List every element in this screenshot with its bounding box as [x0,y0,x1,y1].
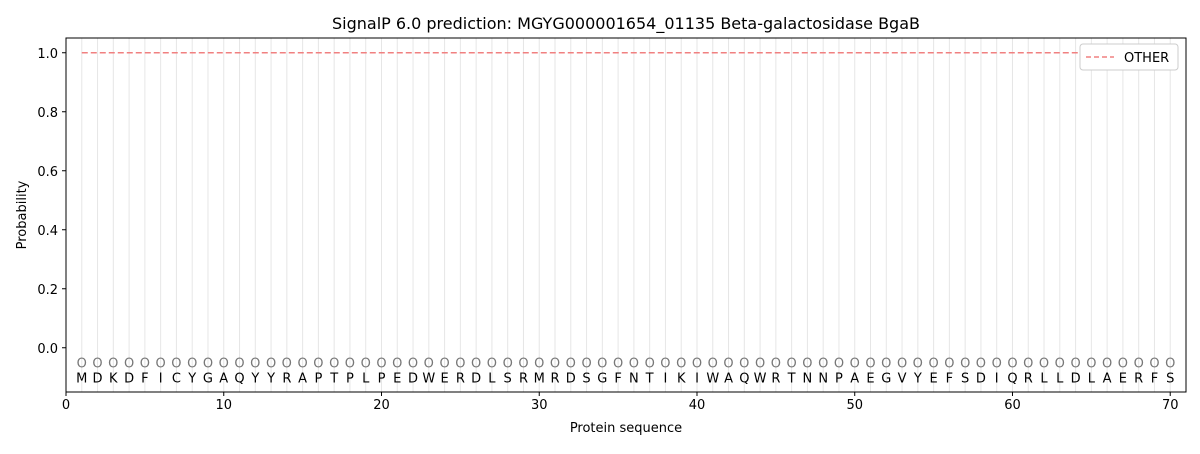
x-tick-label: 30 [531,398,548,413]
residue-label: M [76,371,87,386]
residue-label: I [664,371,668,386]
legend-label-other: OTHER [1124,51,1169,66]
residue-label: R [771,371,780,386]
legend: OTHER [1079,43,1179,71]
residue-label: P [346,371,354,386]
y-axis-label: Probability [15,180,30,249]
residue-label: W [754,371,767,386]
residue-label: A [1103,371,1112,386]
residue-label: G [881,371,891,386]
legend-box [1079,43,1179,71]
residue-label: R [282,371,291,386]
residue-label: E [393,371,401,386]
y-tick-label: 0.0 [37,342,58,357]
residue-label: A [850,371,859,386]
y-tick-label: 0.8 [37,106,58,121]
residue-label: I [995,371,999,386]
residue-label: I [695,371,699,386]
x-tick-label: 70 [1162,398,1179,413]
residue-label: Q [1007,371,1017,386]
residue-label: W [706,371,719,386]
y-tick-label: 0.4 [37,224,58,239]
residue-label: L [1056,371,1064,386]
y-tick-label: 0.2 [37,283,58,298]
residue-label: P [378,371,386,386]
residue-label: K [109,371,118,386]
residue-label: Y [250,371,259,386]
residue-label: Q [739,371,749,386]
residue-label: A [298,371,307,386]
residue-label: R [550,371,559,386]
residue-label: W [422,371,435,386]
residue-label: N [629,371,639,386]
residue-label: Y [187,371,196,386]
residue-label: R [519,371,528,386]
x-tick-label: 10 [215,398,232,413]
residue-label: G [597,371,607,386]
y-tick-label: 0.6 [37,165,58,180]
residue-label: S [582,371,590,386]
residue-label: E [440,371,448,386]
x-tick-label: 60 [1004,398,1021,413]
residue-label: E [1119,371,1127,386]
x-tick-label: 0 [62,398,70,413]
residue-label: R [456,371,465,386]
residue-label: N [803,371,813,386]
residue-label: S [961,371,969,386]
x-axis-label: Protein sequence [570,421,682,436]
residue-label: E [866,371,874,386]
residue-label: L [1088,371,1096,386]
residue-label: M [534,371,545,386]
residue-label: T [787,371,796,386]
residue-label: D [1071,371,1081,386]
axes-frame [65,37,1187,393]
residue-label: F [1151,371,1158,386]
residue-label: Y [913,371,922,386]
residue-label: T [329,371,338,386]
residue-label: D [566,371,576,386]
x-tick-label: 50 [846,398,863,413]
residue-label: T [645,371,654,386]
x-tick-label: 20 [373,398,390,413]
residue-label: G [203,371,213,386]
residue-label: D [471,371,481,386]
residue-label: D [93,371,103,386]
residue-label: D [408,371,418,386]
residue-label: F [141,371,148,386]
residue-label: A [724,371,733,386]
chart-title: SignalP 6.0 prediction: MGYG000001654_01… [332,14,920,34]
residue-label: L [1040,371,1048,386]
residue-label: N [818,371,828,386]
y-tick-label: 1.0 [37,47,58,62]
residue-label: Q [234,371,244,386]
residue-label: K [677,371,686,386]
residue-label: A [219,371,228,386]
residue-label: D [976,371,986,386]
residue-label: E [929,371,937,386]
residue-label: R [1024,371,1033,386]
residue-label: L [362,371,370,386]
x-tick-label: 40 [689,398,706,413]
residue-label: F [614,371,621,386]
residue-label: L [488,371,496,386]
residue-label: D [124,371,134,386]
residue-label: P [314,371,322,386]
residue-label: R [1134,371,1143,386]
residue-label: Y [266,371,275,386]
predicted-label-markers: OOOOOOOOOOOOOOOOOOOOOOOOOOOOOOOOOOOOOOOO… [77,357,1176,372]
residue-label: F [946,371,953,386]
residue-label: S [1166,371,1174,386]
residue-label: S [504,371,512,386]
residue-label: P [835,371,843,386]
residue-label: V [898,371,907,386]
residue-label: I [159,371,163,386]
residue-label: C [172,371,181,386]
